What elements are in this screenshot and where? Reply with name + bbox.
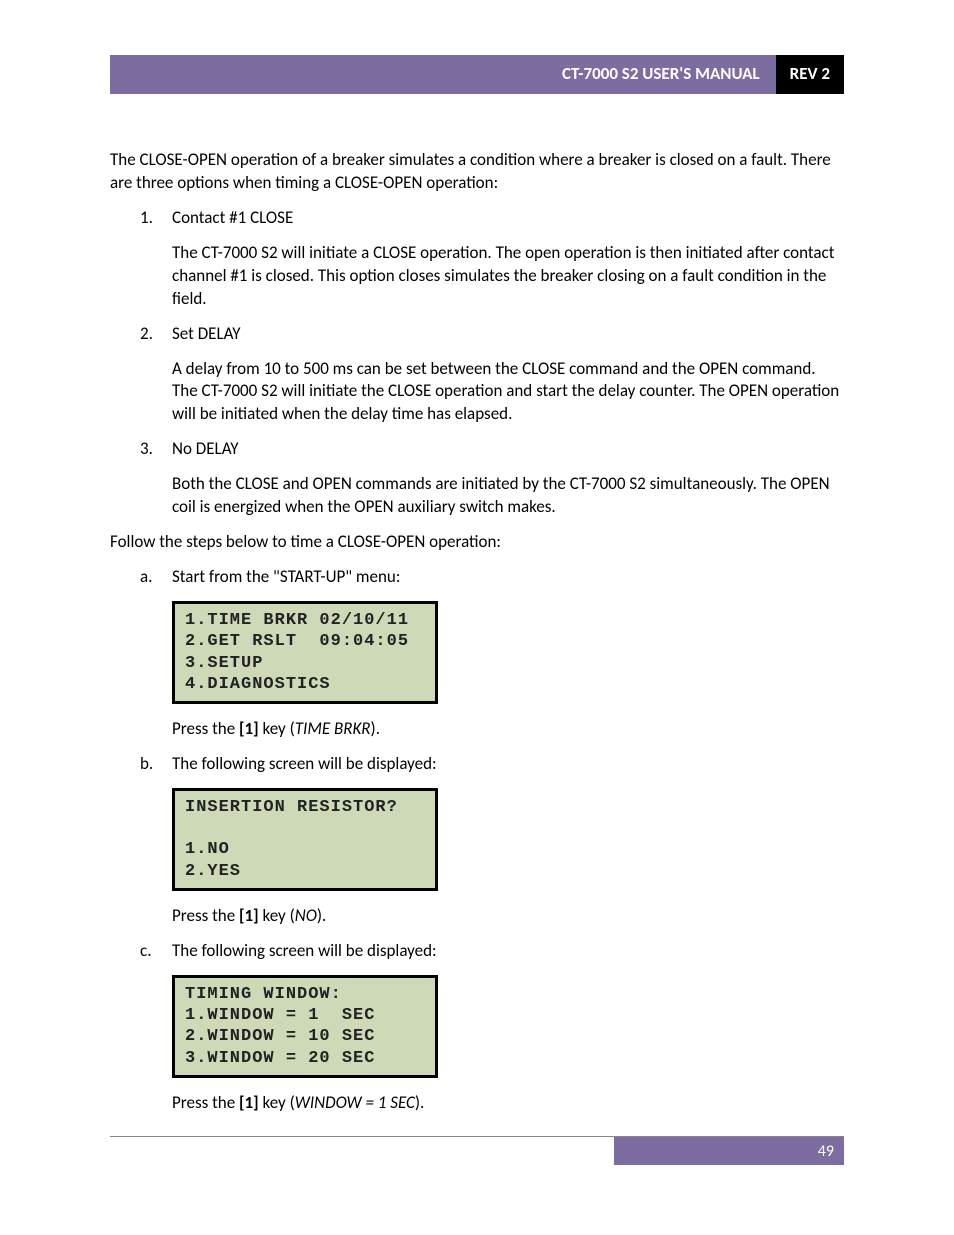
option-item: 2. Set DELAY A delay from 10 to 500 ms c…: [110, 323, 844, 427]
lcd-screen: INSERTION RESISTOR? 1.NO 2.YES: [172, 788, 438, 891]
follow-paragraph: Follow the steps below to time a CLOSE-O…: [110, 531, 844, 554]
step-marker: c.: [140, 940, 151, 963]
option-marker: 2.: [140, 323, 153, 346]
option-body: The CT-7000 S2 will initiate a CLOSE ope…: [172, 242, 844, 311]
press-post: ).: [415, 1092, 424, 1113]
header-title: CT-7000 S2 USER'S MANUAL: [110, 55, 776, 94]
option-title: Contact #1 CLOSE: [172, 207, 844, 230]
press-instruction: Press the [1] key (NO).: [172, 905, 844, 928]
press-option: NO: [295, 905, 317, 926]
press-instruction: Press the [1] key (WINDOW = 1 SEC).: [172, 1092, 844, 1115]
press-option: TIME BRKR: [295, 718, 371, 739]
option-item: 3. No DELAY Both the CLOSE and OPEN comm…: [110, 438, 844, 519]
press-key: [1]: [239, 718, 259, 739]
step-marker: b.: [140, 753, 153, 776]
step-item: a. Start from the "START-UP" menu: 1.TIM…: [110, 566, 844, 741]
press-post: ).: [371, 718, 380, 739]
press-pre: Press the: [172, 718, 239, 739]
step-marker: a.: [140, 566, 152, 589]
option-title: Set DELAY: [172, 323, 844, 346]
step-intro: Start from the "START-UP" menu:: [172, 566, 844, 589]
option-title: No DELAY: [172, 438, 844, 461]
footer-bar: 49: [110, 1137, 844, 1165]
step-intro: The following screen will be displayed:: [172, 940, 844, 963]
header-rev: REV 2: [776, 55, 844, 94]
step-item: b. The following screen will be displaye…: [110, 753, 844, 928]
press-post: ).: [317, 905, 326, 926]
header-bar: CT-7000 S2 USER'S MANUAL REV 2: [110, 55, 844, 94]
footer: 49: [110, 1136, 844, 1165]
press-mid: key (: [259, 1092, 295, 1113]
press-option: WINDOW = 1 SEC: [295, 1092, 415, 1113]
press-mid: key (: [259, 905, 295, 926]
lcd-screen: TIMING WINDOW: 1.WINDOW = 1 SEC 2.WINDOW…: [172, 975, 438, 1078]
page: CT-7000 S2 USER'S MANUAL REV 2 The CLOSE…: [0, 0, 954, 1235]
press-pre: Press the: [172, 905, 239, 926]
lcd-screen: 1.TIME BRKR 02/10/11 2.GET RSLT 09:04:05…: [172, 601, 438, 704]
page-number: 49: [614, 1137, 844, 1165]
press-instruction: Press the [1] key (TIME BRKR).: [172, 718, 844, 741]
press-key: [1]: [239, 905, 259, 926]
option-body: Both the CLOSE and OPEN commands are ini…: [172, 473, 844, 519]
intro-paragraph: The CLOSE-OPEN operation of a breaker si…: [110, 149, 844, 195]
option-body: A delay from 10 to 500 ms can be set bet…: [172, 358, 844, 427]
steps-list: a. Start from the "START-UP" menu: 1.TIM…: [110, 566, 844, 1115]
option-item: 1. Contact #1 CLOSE The CT-7000 S2 will …: [110, 207, 844, 311]
option-marker: 3.: [140, 438, 153, 461]
press-key: [1]: [239, 1092, 259, 1113]
option-marker: 1.: [140, 207, 153, 230]
step-intro: The following screen will be displayed:: [172, 753, 844, 776]
press-pre: Press the: [172, 1092, 239, 1113]
options-list: 1. Contact #1 CLOSE The CT-7000 S2 will …: [110, 207, 844, 519]
step-item: c. The following screen will be displaye…: [110, 940, 844, 1115]
press-mid: key (: [259, 718, 295, 739]
